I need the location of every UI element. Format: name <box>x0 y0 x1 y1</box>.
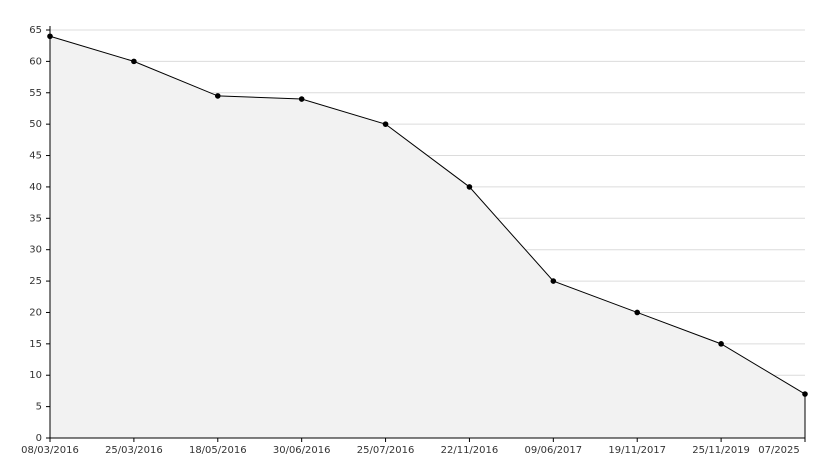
x-tick-label: 30/06/2016 <box>273 445 331 456</box>
x-tick-label: 18/05/2016 <box>189 445 247 456</box>
x-tick-label: 22/11/2016 <box>441 445 499 456</box>
marker <box>466 184 473 190</box>
y-tick-label: 45 <box>29 151 42 162</box>
marker <box>298 96 305 102</box>
marker <box>131 58 137 65</box>
y-tick-label: 55 <box>29 88 42 99</box>
marker <box>718 341 724 347</box>
marker <box>634 309 641 316</box>
marker <box>382 121 389 127</box>
x-tick-label: 08/03/2016 <box>21 445 79 456</box>
x-tick-label: 09/06/2017 <box>525 445 583 456</box>
marker <box>550 278 557 284</box>
y-tick-label: 15 <box>29 339 42 350</box>
y-tick-label: 5 <box>36 402 42 413</box>
y-tick-label: 65 <box>29 25 42 36</box>
y-tick-label: 30 <box>29 245 42 256</box>
y-tick-label: 60 <box>29 56 42 67</box>
x-tick-label: 19/11/2017 <box>608 445 666 456</box>
x-tick-label: 25/11/2019 <box>692 445 750 456</box>
x-tick-label: 25/03/2016 <box>105 445 163 456</box>
line <box>49 35 806 395</box>
y-tick-label: 20 <box>29 307 42 318</box>
y-tick-label: 50 <box>29 119 42 130</box>
x-tick-label: 25/07/2016 <box>357 445 415 456</box>
y-tick-label: 40 <box>29 182 42 193</box>
x-tick-label: 07/2025 <box>758 445 800 456</box>
area <box>50 36 805 439</box>
marker <box>802 391 808 397</box>
marker <box>214 93 221 99</box>
y-tick-label: 10 <box>29 370 42 381</box>
y-tick-label: 35 <box>29 213 42 224</box>
y-tick-label: 25 <box>29 276 42 287</box>
y-tick-label: 0 <box>36 433 42 444</box>
